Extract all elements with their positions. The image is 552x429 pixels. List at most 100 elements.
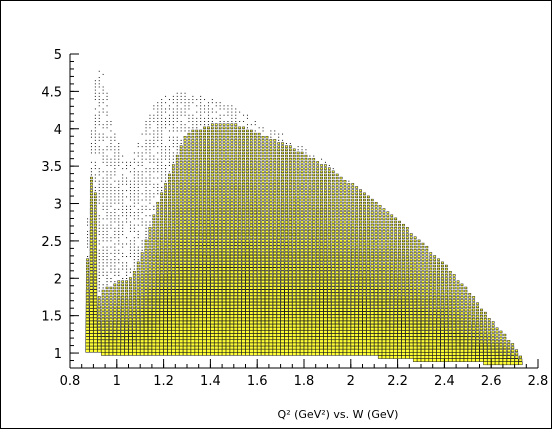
histogram-box (242, 167, 246, 170)
histogram-box (354, 305, 359, 309)
histogram-box (168, 130, 170, 132)
histogram-box (253, 136, 257, 139)
histogram-box (327, 323, 332, 328)
histogram-box (296, 277, 300, 281)
histogram-box (300, 192, 304, 195)
histogram-box (144, 308, 148, 312)
histogram-box (113, 308, 117, 312)
histogram-box (202, 189, 207, 192)
histogram-box (261, 311, 266, 315)
histogram-box (296, 261, 300, 265)
histogram-box (116, 352, 121, 356)
histogram-box (269, 226, 273, 230)
histogram-box (315, 336, 320, 340)
histogram-box (161, 130, 163, 132)
histogram-box (237, 320, 242, 325)
histogram-box (237, 286, 242, 290)
histogram-box (300, 311, 305, 315)
histogram-box (354, 302, 359, 306)
histogram-box (184, 111, 186, 113)
histogram-box (187, 223, 191, 227)
histogram-box (319, 333, 324, 337)
histogram-box (202, 204, 207, 208)
histogram-box (265, 270, 269, 274)
histogram-box (265, 204, 269, 208)
histogram-box (272, 311, 277, 315)
histogram-box (241, 289, 246, 293)
histogram-box (299, 342, 305, 347)
histogram-box (175, 292, 180, 296)
histogram-box (257, 201, 261, 205)
histogram-box (327, 230, 331, 233)
histogram-box (120, 345, 125, 350)
histogram-box (90, 168, 92, 170)
histogram-box (199, 148, 203, 151)
histogram-box (241, 208, 246, 211)
histogram-box (323, 230, 328, 233)
histogram-box (120, 333, 125, 337)
histogram-box (195, 217, 199, 221)
histogram-box (145, 152, 147, 154)
histogram-box (253, 132, 257, 136)
histogram-box (89, 323, 94, 328)
histogram-box (304, 245, 308, 249)
histogram-box (171, 295, 176, 299)
histogram-box (179, 314, 184, 318)
histogram-box (323, 308, 328, 312)
histogram-box (319, 342, 324, 347)
histogram-box (273, 170, 277, 173)
histogram-box (179, 242, 183, 246)
histogram-box (140, 317, 145, 321)
histogram-box (137, 146, 139, 148)
histogram-box (137, 256, 139, 258)
histogram-box (112, 352, 117, 356)
histogram-box (280, 276, 285, 281)
histogram-box (191, 217, 195, 221)
histogram-box (323, 277, 328, 281)
histogram-box (172, 117, 174, 119)
histogram-box (319, 242, 324, 246)
histogram-box (218, 123, 222, 126)
histogram-box (167, 323, 172, 328)
histogram-box (141, 158, 143, 160)
histogram-box (218, 261, 223, 265)
histogram-box (214, 273, 219, 277)
histogram-box (276, 273, 281, 277)
histogram-box (206, 339, 211, 344)
histogram-box (159, 333, 164, 337)
histogram-box (233, 305, 238, 309)
histogram-box (249, 336, 254, 340)
histogram-box (315, 289, 320, 293)
histogram-box (272, 283, 277, 287)
histogram-box (145, 139, 147, 141)
histogram-box (249, 264, 254, 268)
histogram-box (227, 114, 229, 116)
histogram-box (366, 273, 371, 277)
histogram-box (90, 142, 92, 144)
histogram-box (161, 149, 163, 151)
histogram-box (143, 352, 149, 356)
histogram-box (260, 330, 266, 334)
histogram-box (253, 142, 257, 145)
histogram-box (257, 336, 262, 340)
histogram-box (249, 132, 253, 136)
histogram-box (292, 189, 296, 192)
histogram-box (163, 295, 168, 299)
histogram-box (203, 151, 207, 155)
histogram-box (343, 248, 347, 252)
histogram-box (348, 180, 350, 182)
histogram-box (257, 242, 261, 246)
histogram-box (347, 220, 351, 224)
histogram-box (105, 317, 109, 321)
histogram-box (188, 127, 190, 129)
histogram-box (339, 248, 343, 252)
histogram-box (143, 348, 149, 353)
histogram-box (171, 186, 175, 189)
histogram-box (218, 189, 222, 192)
histogram-box (300, 167, 304, 170)
histogram-box (184, 127, 186, 129)
histogram-box (351, 251, 355, 255)
histogram-box (210, 286, 215, 290)
histogram-box (270, 130, 272, 132)
histogram-box (347, 267, 351, 271)
